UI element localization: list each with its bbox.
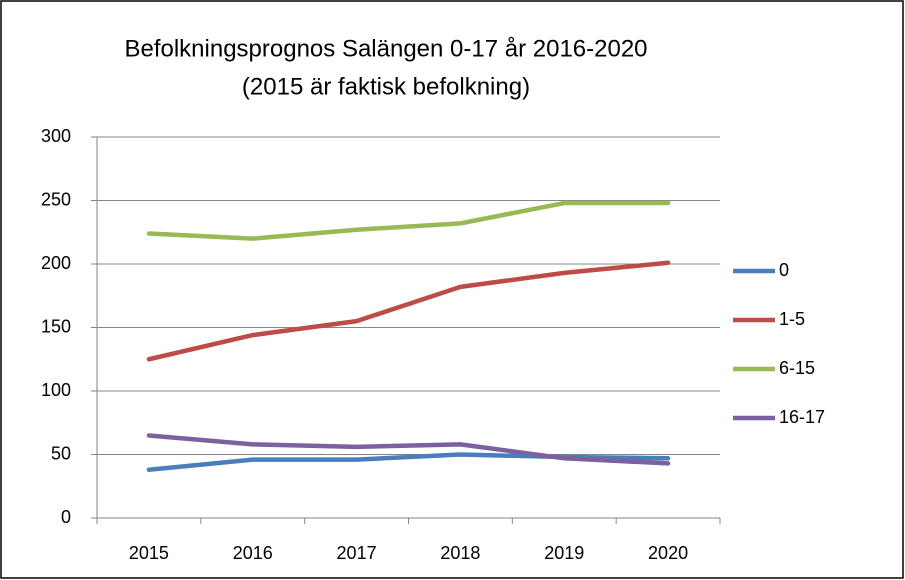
chart-subtitle: (2015 är faktisk befolkning) (242, 73, 530, 100)
y-tick-label: 250 (41, 189, 71, 209)
y-tick-label: 50 (51, 443, 71, 463)
y-tick-label: 200 (41, 253, 71, 273)
x-tick-label: 2018 (440, 543, 480, 563)
legend-label: 1-5 (779, 309, 805, 329)
series-line (146, 200, 671, 241)
x-tick-label: 2016 (233, 543, 273, 563)
legend-label: 16-17 (779, 407, 825, 427)
y-tick-label: 150 (41, 316, 71, 336)
y-tick-label: 300 (41, 126, 71, 146)
y-tick-label: 100 (41, 380, 71, 400)
x-tick-label: 2020 (648, 543, 688, 563)
chart-title: Befolkningsprognos Salängen 0-17 år 2016… (124, 35, 647, 62)
series-line (146, 260, 671, 362)
series-line (146, 433, 671, 466)
y-tick-label: 0 (61, 507, 71, 527)
x-tick-label: 2015 (129, 543, 169, 563)
legend-label: 0 (779, 260, 789, 280)
legend-label: 6-15 (779, 358, 815, 378)
x-tick-label: 2019 (544, 543, 584, 563)
x-tick-label: 2017 (337, 543, 377, 563)
